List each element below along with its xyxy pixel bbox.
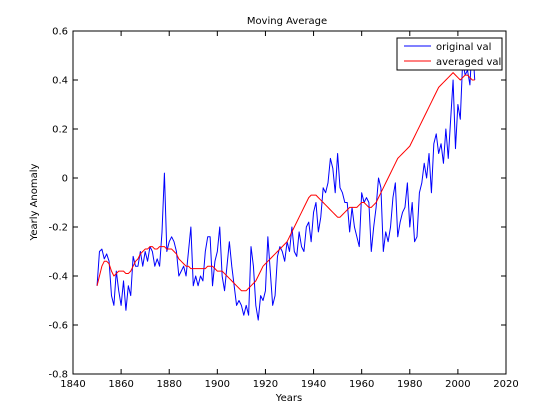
legend: original val averaged val [396, 37, 503, 71]
series-lines [96, 40, 476, 321]
x-tick-label: 1900 [205, 379, 230, 390]
x-axis-label: Years [275, 393, 302, 404]
y-tick-label: -0.4 [48, 272, 68, 283]
x-tick-label: 2020 [493, 379, 518, 390]
chart-title: Moving Average [247, 16, 327, 27]
x-tick-labels: 1840 1860 1880 1900 1920 1940 1960 1980 2000 2020 [60, 379, 518, 390]
plot-frame [72, 30, 507, 375]
x-tick-label: 1920 [253, 379, 278, 390]
y-tick-label: -0.6 [48, 321, 68, 332]
legend-label-averaged: averaged val [436, 57, 501, 68]
series-line-averaged-val [96, 72, 475, 292]
legend-label-original: original val [436, 42, 491, 53]
x-tick-label: 1940 [301, 379, 326, 390]
y-tick-label: 0.2 [52, 125, 68, 136]
plot-area [72, 30, 507, 375]
y-tick-label: -0.2 [48, 223, 68, 234]
y-tick-label: 0.4 [52, 76, 68, 87]
x-tick-label: 2000 [445, 379, 470, 390]
x-tick-label: 1840 [60, 379, 85, 390]
x-tick-label: 1860 [108, 379, 133, 390]
legend-box [396, 37, 503, 71]
x-tick-label: 1880 [156, 379, 181, 390]
x-tick-label: 1960 [349, 379, 374, 390]
y-tick-label: -0.8 [48, 370, 68, 381]
y-axis-label: Yearly Anomaly [29, 163, 40, 241]
y-tick-labels: -0.8 -0.6 -0.4 -0.2 0 0.2 0.4 0.6 [48, 27, 68, 381]
series-line-original-val [96, 40, 476, 321]
y-tick-label: 0 [62, 174, 68, 185]
y-tick-label: 0.6 [52, 27, 68, 38]
x-tick-label: 1980 [397, 379, 422, 390]
tick-marks [72, 30, 507, 375]
